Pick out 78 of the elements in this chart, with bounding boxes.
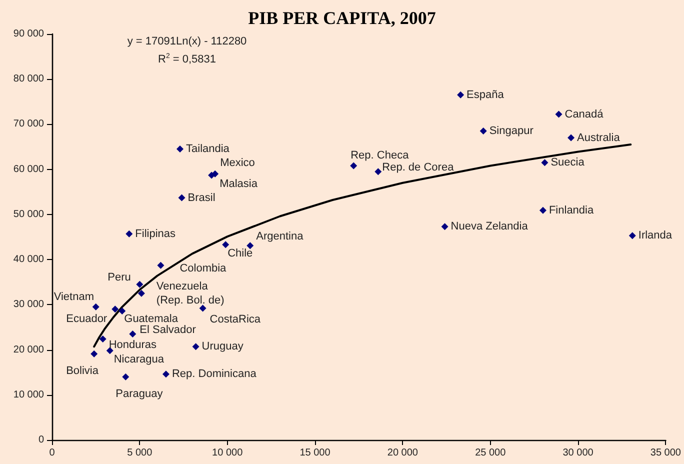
data-label: Canadá bbox=[564, 108, 604, 120]
y-tick-label: 30 000 bbox=[13, 299, 44, 310]
data-label: Argentina bbox=[256, 230, 304, 243]
data-label: Vietnam bbox=[54, 290, 94, 303]
point bbox=[129, 330, 136, 338]
point bbox=[112, 306, 119, 313]
y-tick-label: 60 000 bbox=[13, 164, 44, 175]
point bbox=[222, 241, 230, 248]
data-label: Uruguay bbox=[202, 340, 244, 353]
data-label: Bolivia bbox=[66, 364, 100, 377]
annotation: y = 17091Ln(x) - 112280 bbox=[127, 36, 247, 48]
data-label: Rep. de Corea bbox=[382, 162, 455, 174]
data-label: Finlandia bbox=[548, 204, 594, 216]
point bbox=[628, 232, 636, 240]
data-label: Nicaragua bbox=[114, 354, 165, 366]
point bbox=[374, 168, 382, 176]
point bbox=[157, 262, 164, 269]
data-label: Chile bbox=[228, 248, 253, 260]
y-tick-label: 10 000 bbox=[13, 389, 44, 400]
point bbox=[126, 230, 133, 238]
point bbox=[350, 162, 358, 170]
point bbox=[92, 303, 100, 310]
point bbox=[441, 223, 448, 230]
data-label: Irlanda bbox=[638, 230, 673, 242]
data-label: Malasia bbox=[220, 178, 258, 190]
data-label: Australia bbox=[577, 132, 621, 144]
y-tick-label: 20 000 bbox=[13, 344, 44, 356]
point bbox=[555, 110, 562, 118]
x-tick-label: 35 000 bbox=[650, 448, 682, 458]
data-label: Colombia bbox=[180, 262, 228, 274]
data-label: España bbox=[466, 88, 505, 101]
point bbox=[192, 343, 200, 350]
data-label: Ecuador bbox=[66, 313, 108, 326]
point bbox=[199, 304, 206, 312]
chart-title: PIB PER CAPITA, 2007 bbox=[248, 8, 436, 28]
point bbox=[136, 280, 144, 288]
data-label: Rep. Checa bbox=[350, 150, 410, 162]
x-tick-label: 30 000 bbox=[562, 448, 594, 458]
data-label: Filipinas bbox=[135, 228, 176, 240]
y-tick-label: 90 000 bbox=[13, 28, 44, 40]
point bbox=[568, 134, 575, 142]
x-tick-label: 5 000 bbox=[127, 448, 153, 458]
data-label: Venezuela (Rep. Bol. de) bbox=[156, 280, 224, 306]
point bbox=[162, 370, 170, 378]
point bbox=[457, 91, 464, 98]
point bbox=[90, 350, 98, 358]
point bbox=[539, 206, 546, 214]
data-label: Peru bbox=[108, 271, 131, 284]
x-tick-label: 20 000 bbox=[387, 448, 418, 458]
point bbox=[178, 194, 186, 202]
data-label: Honduras bbox=[108, 338, 158, 351]
data-label: Paraguay bbox=[116, 388, 164, 400]
data-label: Rep. Dominicana bbox=[172, 368, 258, 380]
data-label: Tailandia bbox=[186, 143, 230, 156]
x-tick-label: 25 000 bbox=[475, 448, 506, 458]
data-label: Singapur bbox=[489, 124, 534, 137]
data-label: Mexico bbox=[220, 156, 255, 169]
point bbox=[541, 159, 548, 166]
point bbox=[176, 146, 184, 153]
data-label: El Salvador bbox=[140, 324, 196, 336]
data-label: CostaRica bbox=[210, 313, 262, 326]
x-tick-label: 0 bbox=[49, 448, 56, 458]
y-tick-label: 80 000 bbox=[13, 74, 44, 85]
point bbox=[99, 335, 106, 342]
point bbox=[118, 307, 126, 314]
point bbox=[138, 290, 145, 297]
x-tick-label: 10 000 bbox=[212, 448, 244, 458]
data-label: Guatemala bbox=[124, 312, 179, 325]
y-tick-label: 0 bbox=[38, 434, 44, 446]
y-tick-label: 50 000 bbox=[13, 208, 44, 220]
point bbox=[480, 127, 487, 134]
point bbox=[122, 373, 130, 380]
y-tick-label: 40 000 bbox=[13, 254, 44, 266]
x-tick-label: 15 000 bbox=[300, 448, 331, 458]
data-label: Brasil bbox=[188, 192, 216, 204]
data-label: Nueva Zelandia bbox=[450, 220, 529, 233]
y-tick-label: 70 000 bbox=[13, 118, 44, 130]
data-label: Suecia bbox=[550, 156, 586, 169]
